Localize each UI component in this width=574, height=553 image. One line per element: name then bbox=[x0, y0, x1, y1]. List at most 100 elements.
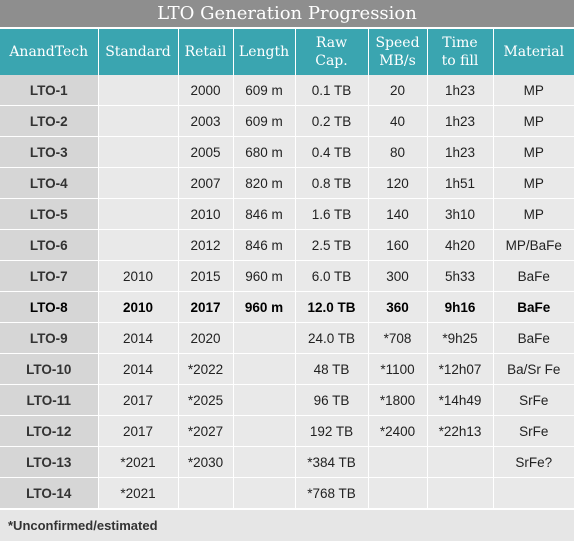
table-header-row: AnandTech Standard Retail Length Raw Cap. Spee… bbox=[0, 29, 574, 75]
generation-cell: LTO-5 bbox=[0, 198, 99, 230]
capacity-cell: 0.4 TB bbox=[295, 136, 369, 168]
material-cell bbox=[493, 477, 574, 509]
time-to-fill-cell: 3h10 bbox=[427, 198, 494, 230]
retail-cell: *2025 bbox=[178, 384, 234, 416]
standard-cell: 2014 bbox=[98, 322, 179, 354]
column-header: Speed MB/s bbox=[368, 29, 428, 75]
table-title: LTO Generation Progression bbox=[0, 0, 574, 29]
table-row: LTO-14 *2021 *768 TB bbox=[0, 477, 574, 509]
column-header: Raw Cap. bbox=[295, 29, 369, 75]
generation-cell: LTO-9 bbox=[0, 322, 99, 354]
speed-cell: 140 bbox=[368, 198, 428, 230]
table-row: LTO-10 2014 *2022 48 TB *1100 *12h07 Ba/Sr Fe bbox=[0, 353, 574, 385]
generation-cell: LTO-6 bbox=[0, 229, 99, 261]
standard-cell: *2021 bbox=[98, 477, 179, 509]
length-cell bbox=[233, 353, 296, 385]
column-header: Time to fill bbox=[427, 29, 494, 75]
material-cell: SrFe bbox=[493, 415, 574, 447]
length-cell: 609 m bbox=[233, 75, 296, 106]
speed-cell: 20 bbox=[368, 75, 428, 106]
length-cell: 960 m bbox=[233, 291, 296, 323]
standard-cell: 2017 bbox=[98, 384, 179, 416]
retail-cell: 2005 bbox=[178, 136, 234, 168]
table-row: LTO-1 2000 609 m 0.1 TB 20 1h23 MP bbox=[0, 75, 574, 106]
speed-cell bbox=[368, 477, 428, 509]
table-row: LTO-6 2012 846 m 2.5 TB 160 4h20 MP/BaFe bbox=[0, 229, 574, 261]
retail-cell: 2010 bbox=[178, 198, 234, 230]
speed-cell: 120 bbox=[368, 167, 428, 199]
material-cell: BaFe bbox=[493, 322, 574, 354]
speed-cell: 160 bbox=[368, 229, 428, 261]
retail-cell: 2007 bbox=[178, 167, 234, 199]
generation-cell: LTO-2 bbox=[0, 105, 99, 137]
retail-cell: 2012 bbox=[178, 229, 234, 261]
time-to-fill-cell: 9h16 bbox=[427, 291, 494, 323]
length-cell bbox=[233, 415, 296, 447]
generation-cell: LTO-4 bbox=[0, 167, 99, 199]
speed-cell: 40 bbox=[368, 105, 428, 137]
table-row: LTO-2 2003 609 m 0.2 TB 40 1h23 MP bbox=[0, 105, 574, 137]
time-to-fill-cell bbox=[427, 477, 494, 509]
time-to-fill-cell: 4h20 bbox=[427, 229, 494, 261]
time-to-fill-cell: *22h13 bbox=[427, 415, 494, 447]
standard-cell bbox=[98, 198, 179, 230]
capacity-cell: *384 TB bbox=[295, 446, 369, 478]
column-header: Retail bbox=[178, 29, 234, 75]
retail-cell: 2020 bbox=[178, 322, 234, 354]
time-to-fill-cell: 1h51 bbox=[427, 167, 494, 199]
length-cell bbox=[233, 384, 296, 416]
speed-cell: *2400 bbox=[368, 415, 428, 447]
capacity-cell: 0.8 TB bbox=[295, 167, 369, 199]
length-cell: 846 m bbox=[233, 198, 296, 230]
time-to-fill-cell: 1h23 bbox=[427, 136, 494, 168]
table-row: LTO-4 2007 820 m 0.8 TB 120 1h51 MP bbox=[0, 167, 574, 199]
length-cell bbox=[233, 322, 296, 354]
table-body: LTO-1 2000 609 m 0.1 TB 20 1h23 MP LTO-2 2003 609… bbox=[0, 75, 574, 509]
footnote: *Unconfirmed/estimated bbox=[0, 509, 574, 541]
material-cell: MP/BaFe bbox=[493, 229, 574, 261]
speed-cell: *1800 bbox=[368, 384, 428, 416]
capacity-cell: 48 TB bbox=[295, 353, 369, 385]
lto-generation-table: AnandTech Standard Retail Length Raw Cap. Spee… bbox=[0, 29, 574, 509]
speed-cell: 80 bbox=[368, 136, 428, 168]
time-to-fill-cell: 5h33 bbox=[427, 260, 494, 292]
capacity-cell: 24.0 TB bbox=[295, 322, 369, 354]
time-to-fill-cell: *12h07 bbox=[427, 353, 494, 385]
retail-cell: 2000 bbox=[178, 75, 234, 106]
capacity-cell: *768 TB bbox=[295, 477, 369, 509]
retail-cell: 2003 bbox=[178, 105, 234, 137]
generation-cell: LTO-12 bbox=[0, 415, 99, 447]
material-cell: MP bbox=[493, 136, 574, 168]
table-row: LTO-9 2014 2020 24.0 TB *708 *9h25 BaFe bbox=[0, 322, 574, 354]
capacity-cell: 2.5 TB bbox=[295, 229, 369, 261]
retail-cell bbox=[178, 477, 234, 509]
material-cell: MP bbox=[493, 105, 574, 137]
table-row: LTO-13 *2021 *2030 *384 TB SrFe? bbox=[0, 446, 574, 478]
capacity-cell: 96 TB bbox=[295, 384, 369, 416]
table-row: LTO-7 2010 2015 960 m 6.0 TB 300 5h33 BaFe bbox=[0, 260, 574, 292]
speed-cell: *708 bbox=[368, 322, 428, 354]
material-cell: SrFe bbox=[493, 384, 574, 416]
material-cell: MP bbox=[493, 167, 574, 199]
time-to-fill-cell: 1h23 bbox=[427, 105, 494, 137]
material-cell: SrFe? bbox=[493, 446, 574, 478]
table-row: LTO-11 2017 *2025 96 TB *1800 *14h49 SrFe bbox=[0, 384, 574, 416]
length-cell: 960 m bbox=[233, 260, 296, 292]
generation-cell: LTO-11 bbox=[0, 384, 99, 416]
material-cell: Ba/Sr Fe bbox=[493, 353, 574, 385]
length-cell bbox=[233, 477, 296, 509]
retail-cell: *2030 bbox=[178, 446, 234, 478]
retail-cell: *2022 bbox=[178, 353, 234, 385]
standard-cell: 2017 bbox=[98, 415, 179, 447]
capacity-cell: 12.0 TB bbox=[295, 291, 369, 323]
generation-cell: LTO-10 bbox=[0, 353, 99, 385]
standard-cell: *2021 bbox=[98, 446, 179, 478]
standard-cell bbox=[98, 105, 179, 137]
standard-cell: 2010 bbox=[98, 260, 179, 292]
material-cell: BaFe bbox=[493, 291, 574, 323]
column-header: Standard bbox=[98, 29, 179, 75]
table-row: LTO-12 2017 *2027 192 TB *2400 *22h13 SrFe bbox=[0, 415, 574, 447]
speed-cell bbox=[368, 446, 428, 478]
material-cell: MP bbox=[493, 75, 574, 106]
material-cell: MP bbox=[493, 198, 574, 230]
